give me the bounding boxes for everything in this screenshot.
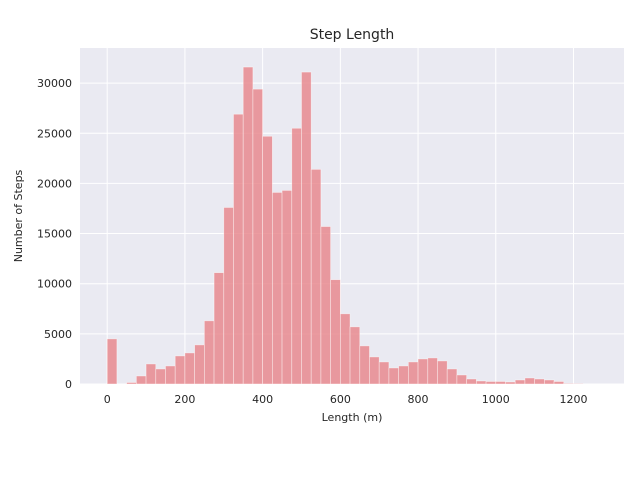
histogram-bar — [456, 374, 467, 385]
histogram-bar — [437, 360, 448, 385]
histogram-bar — [349, 326, 361, 385]
histogram-bar — [281, 190, 293, 385]
histogram-bar — [310, 169, 322, 385]
histogram-bar — [359, 345, 370, 385]
y-axis-label: Number of Steps — [12, 169, 25, 262]
histogram-bar — [466, 378, 477, 385]
histogram-bar — [320, 226, 331, 385]
y-tick-label: 20000 — [37, 177, 72, 190]
histogram-bar — [417, 358, 429, 385]
x-tick-label: 1200 — [559, 393, 587, 406]
histogram-bar — [485, 381, 497, 385]
histogram-bar — [106, 338, 118, 385]
histogram-bar — [475, 380, 487, 385]
histogram-bar — [301, 71, 312, 385]
histogram-bar — [223, 207, 234, 385]
histogram-bar — [203, 320, 215, 385]
x-tick-label: 0 — [104, 393, 111, 406]
histogram-bar — [165, 365, 176, 385]
histogram-bar — [145, 363, 157, 385]
histogram-bar — [330, 279, 341, 385]
histogram-bar — [543, 379, 555, 385]
histogram-bar — [233, 113, 244, 385]
histogram-bar — [242, 66, 254, 385]
histogram-bar — [262, 135, 273, 385]
histogram-bar — [339, 313, 351, 385]
histogram-bar — [252, 88, 263, 385]
histogram-bar — [135, 375, 147, 385]
y-tick-label: 0 — [65, 378, 72, 391]
histogram-bar — [369, 356, 380, 385]
histogram-bar — [514, 379, 526, 385]
histogram-bar — [184, 352, 195, 385]
histogram-bar — [126, 382, 137, 385]
histogram-bar — [407, 361, 419, 385]
histogram-bar — [427, 357, 438, 385]
chart-title: Step Length — [310, 27, 395, 43]
histogram-bar — [194, 344, 205, 385]
y-tick-label: 30000 — [37, 77, 72, 90]
histogram-bar — [291, 127, 302, 385]
histogram-bar — [378, 361, 390, 385]
histogram-bar — [213, 272, 225, 385]
x-tick-label: 400 — [252, 393, 273, 406]
y-tick-label: 25000 — [37, 127, 72, 140]
y-tick-label: 10000 — [37, 278, 72, 291]
y-tick-label: 5000 — [44, 328, 72, 341]
histogram-bar — [534, 378, 545, 385]
x-tick-label: 600 — [330, 393, 351, 406]
histogram-bar — [553, 381, 565, 385]
histogram-bar — [398, 365, 409, 385]
y-axis-ticks: 0 5000 10000 15000 20000 25000 30000 — [37, 77, 72, 391]
histogram-bar — [495, 381, 506, 385]
x-tick-label: 800 — [408, 393, 429, 406]
x-tick-label: 1000 — [482, 393, 510, 406]
histogram-bar — [155, 368, 166, 385]
histogram-bar — [524, 377, 535, 385]
x-tick-label: 200 — [174, 393, 195, 406]
y-tick-label: 15000 — [37, 228, 72, 241]
histogram-bar — [505, 381, 516, 385]
histogram-bar — [271, 192, 283, 385]
histogram-bar — [446, 368, 458, 385]
histogram-bar — [174, 355, 186, 385]
histogram-bars — [106, 66, 584, 385]
histogram-bar — [388, 367, 399, 385]
x-axis-ticks: 0 200 400 600 800 1000 1200 — [104, 393, 588, 406]
histogram-bar — [563, 383, 574, 385]
x-axis-label: Length (m) — [322, 411, 383, 424]
